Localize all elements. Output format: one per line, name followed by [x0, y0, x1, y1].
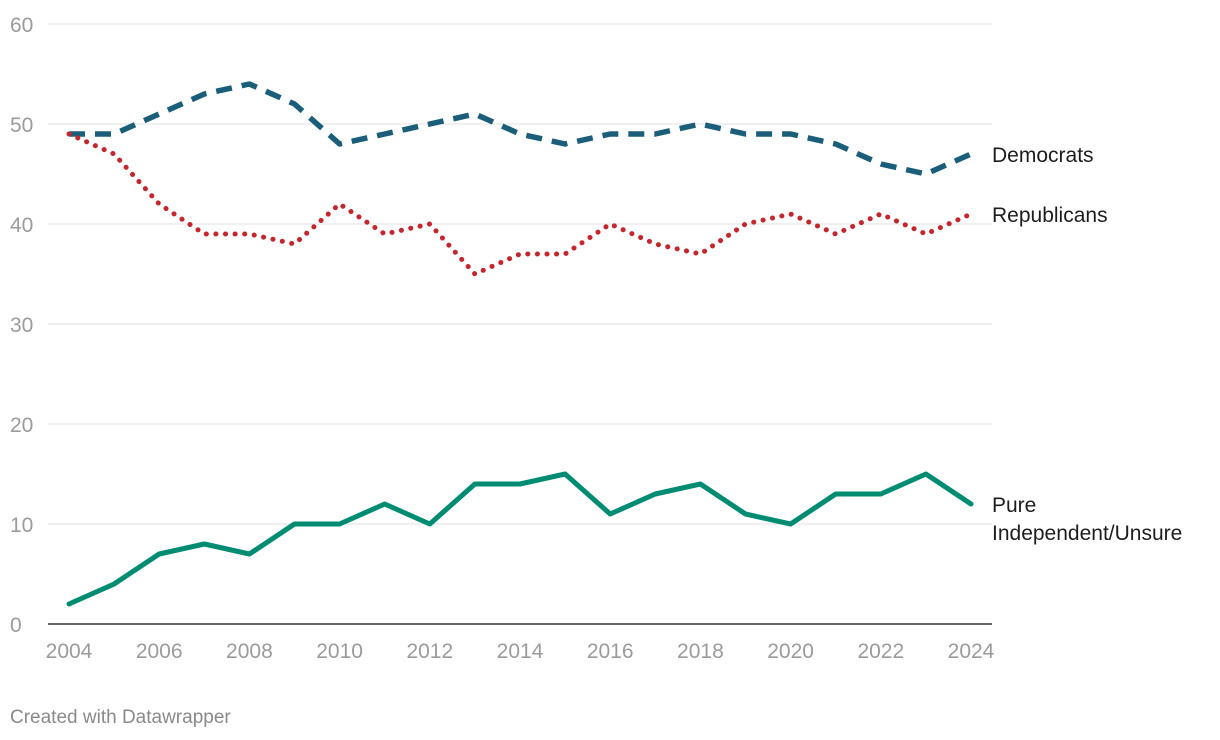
x-tick-label: 2020: [767, 640, 814, 663]
gridlines: [48, 23, 992, 525]
x-tick-label: 2012: [406, 640, 453, 663]
series-label: Independent/Unsure: [992, 522, 1182, 545]
x-tick-label: 2016: [587, 640, 634, 663]
x-tick-label: 2022: [857, 640, 904, 663]
y-tick-label: 30: [10, 314, 33, 337]
series-line-pure-independent-unsure: [66, 471, 974, 607]
y-tick-label: 40: [10, 214, 33, 237]
series-line-democrats: [69, 81, 973, 177]
series-lines: [66, 81, 974, 607]
x-tick-label: 2004: [46, 640, 93, 663]
y-axis-ticks: 0 10 20 30 40 50 60: [10, 14, 33, 637]
x-tick-label: 2008: [226, 640, 273, 663]
datawrapper-credit: Created with Datawrapper: [10, 707, 231, 728]
y-tick-label: 10: [10, 514, 33, 537]
x-tick-label: 2024: [948, 640, 995, 663]
series-label: Republicans: [992, 204, 1108, 227]
series-line-republicans: [66, 131, 974, 277]
series-label: Democrats: [992, 144, 1094, 167]
y-tick-label: 60: [10, 14, 33, 37]
y-tick-label: 50: [10, 114, 33, 137]
x-tick-label: 2018: [677, 640, 724, 663]
x-tick-label: 2010: [316, 640, 363, 663]
series-labels: Democrats Republicans Pure Independent/Unsu…: [992, 144, 1182, 545]
y-tick-label: 0: [10, 614, 22, 637]
y-tick-label: 20: [10, 414, 33, 437]
x-tick-label: 2014: [497, 640, 544, 663]
x-axis-ticks: 2004 2006 2008 2010 2012 2014 2016 2018 2020 2022…: [46, 640, 995, 663]
x-tick-label: 2006: [136, 640, 183, 663]
series-label: Pure: [992, 494, 1036, 517]
